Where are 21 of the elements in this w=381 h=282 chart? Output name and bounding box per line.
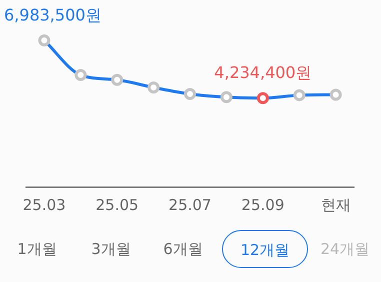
text: 24개월 xyxy=(319,239,371,260)
x-tick-label: 25.07 xyxy=(168,196,212,214)
text: 12개월 xyxy=(222,230,308,268)
text: 3개월 xyxy=(90,239,132,260)
point xyxy=(184,88,196,100)
x-tick-label: 25.05 xyxy=(96,196,139,214)
x-tick-label: 25.09 xyxy=(241,196,284,214)
text: 1개월 xyxy=(16,239,58,260)
point xyxy=(111,74,124,86)
x-tick-label: 현재 xyxy=(320,196,351,214)
point xyxy=(293,89,306,102)
point xyxy=(220,91,232,104)
x-tick-label: 25.03 xyxy=(22,196,66,214)
point xyxy=(148,81,160,94)
data-label: 4,234,400원 xyxy=(214,63,312,82)
data-label: 6,983,500원 xyxy=(4,6,102,25)
point xyxy=(38,34,50,46)
point xyxy=(330,88,342,101)
text: 6개월 xyxy=(162,239,204,260)
point xyxy=(256,92,269,104)
point xyxy=(74,69,87,82)
